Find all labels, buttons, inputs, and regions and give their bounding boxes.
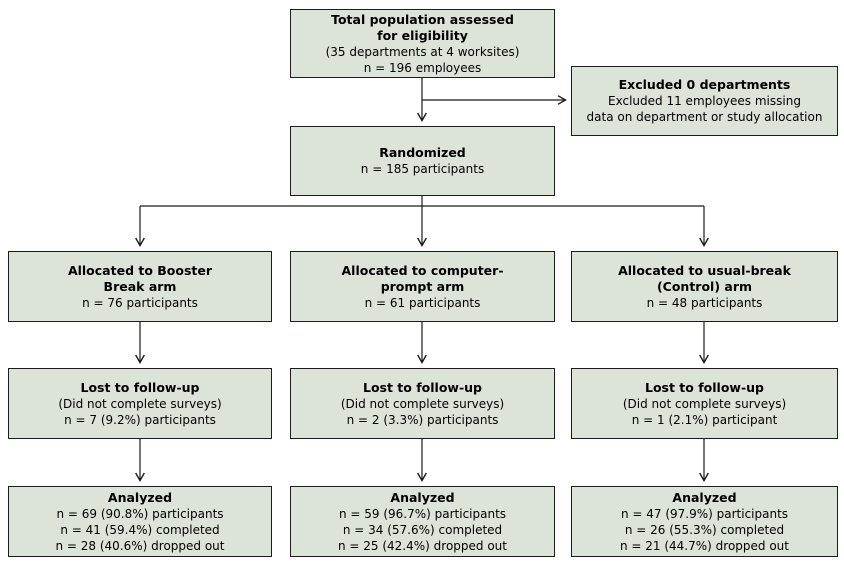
box-title-line: Excluded 0 departments (618, 77, 791, 92)
box-title-line: prompt arm (380, 278, 465, 294)
box-body-line: n = 196 employees (363, 60, 482, 75)
box-eligibility: Total population assessed for eligibilit… (290, 9, 555, 78)
box-allocated-usual-break-control: Allocated to usual-break (Control) arm n… (571, 251, 838, 322)
box-analyzed-booster: Analyzed n = 69 (90.8%) participants n =… (8, 486, 272, 557)
box-lost-followup-booster: Lost to follow-up (Did not complete surv… (8, 368, 272, 439)
box-title-line: (Control) arm (656, 278, 753, 294)
box-body-line: n = 41 (59.4%) completed (60, 522, 220, 537)
box-title-line: Lost to follow-up (362, 379, 482, 395)
box-body-line: (Did not complete surveys) (622, 396, 787, 411)
box-allocated-computer-prompt: Allocated to computer- prompt arm n = 61… (290, 251, 555, 322)
box-body-line: n = 28 (40.6%) dropped out (55, 538, 225, 553)
box-title-line: Allocated to Booster (67, 262, 213, 278)
box-title-line: Allocated to usual-break (618, 262, 791, 278)
box-body-line: data on department or study allocation (586, 110, 823, 124)
box-body-line: n = 26 (55.3%) completed (624, 522, 785, 537)
box-title-line: Lost to follow-up (80, 379, 200, 395)
box-randomized: Randomized n = 185 participants (290, 126, 555, 196)
box-body-line: n = 2 (3.3%) participants (346, 412, 499, 427)
box-body-line: n = 48 participants (646, 295, 763, 310)
box-title-line: for eligibility (377, 27, 468, 43)
box-body-line: n = 76 participants (82, 295, 198, 310)
box-body-line: (35 departments at 4 worksites) (325, 44, 520, 59)
box-body-line: n = 69 (90.8%) participants (56, 506, 224, 521)
box-body-line: n = 1 (2.1%) participant (631, 412, 778, 427)
box-body-line: n = 25 (42.4%) dropped out (337, 538, 507, 553)
box-body-line: n = 34 (57.6%) completed (342, 522, 503, 537)
box-excluded: Excluded 0 departments Excluded 11 emplo… (571, 66, 838, 136)
box-analyzed-computer: Analyzed n = 59 (96.7%) participants n =… (290, 486, 555, 557)
box-body-line: n = 47 (97.9%) participants (620, 506, 789, 521)
box-body-line: n = 185 participants (360, 162, 485, 176)
box-body-line: (Did not complete surveys) (340, 396, 505, 411)
box-title-line: Lost to follow-up (644, 379, 764, 395)
box-allocated-booster-break: Allocated to Booster Break arm n = 76 pa… (8, 251, 272, 322)
box-body-line: n = 61 participants (364, 295, 481, 310)
box-title-line: Analyzed (672, 489, 737, 505)
box-title-line: Allocated to computer- (341, 262, 504, 278)
box-title-line: Randomized (379, 145, 466, 160)
box-body-line: n = 59 (96.7%) participants (338, 506, 507, 521)
box-title-line: Break arm (103, 278, 177, 294)
box-analyzed-control: Analyzed n = 47 (97.9%) participants n =… (571, 486, 838, 557)
box-title-line: Analyzed (107, 489, 173, 505)
box-body-line: n = 7 (9.2%) participants (64, 412, 216, 427)
box-body-line: n = 21 (44.7%) dropped out (619, 538, 789, 553)
box-title-line: Analyzed (390, 489, 455, 505)
box-lost-followup-control: Lost to follow-up (Did not complete surv… (571, 368, 838, 439)
box-body-line: Excluded 11 employees missing (608, 94, 801, 108)
box-title-line: Total population assessed (331, 11, 514, 27)
box-lost-followup-computer: Lost to follow-up (Did not complete surv… (290, 368, 555, 439)
box-body-line: (Did not complete surveys) (58, 396, 222, 411)
